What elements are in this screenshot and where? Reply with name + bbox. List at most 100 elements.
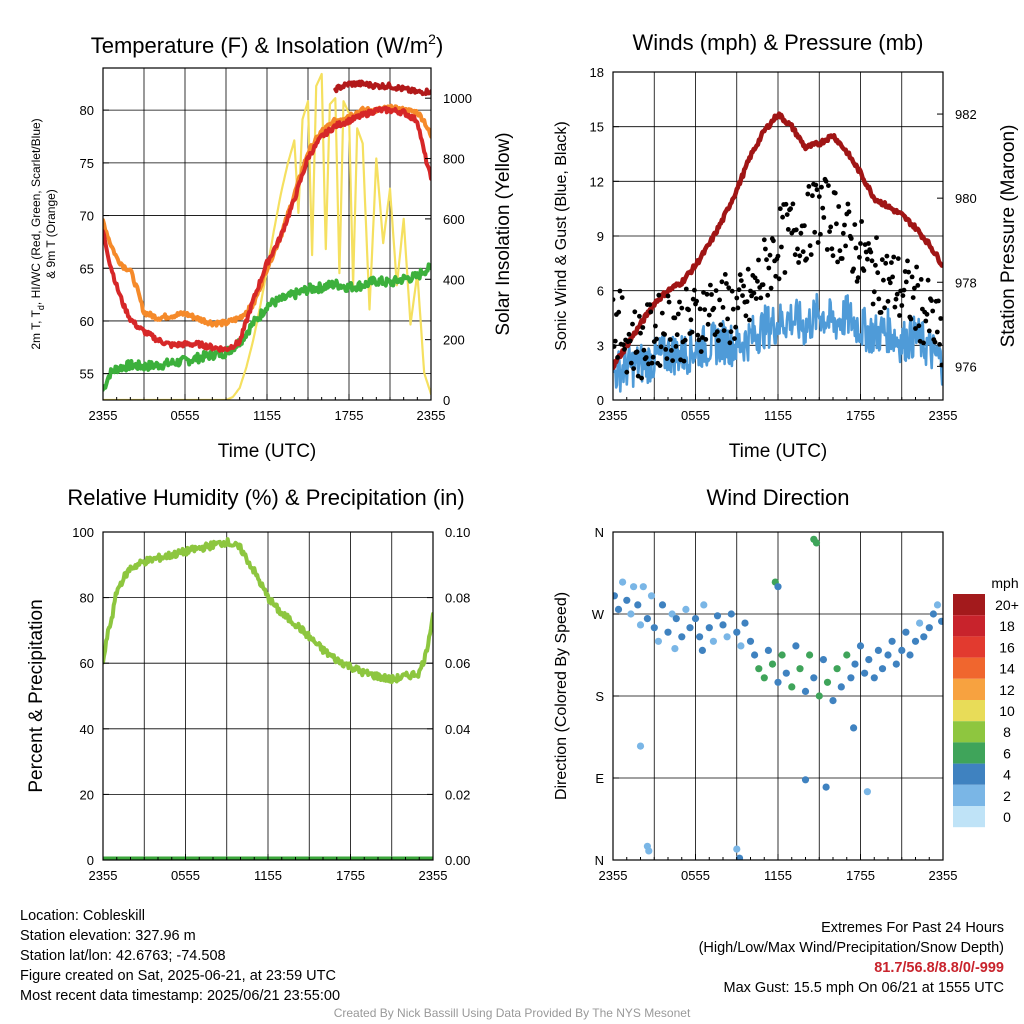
gust-point: [729, 288, 735, 294]
gust-point: [622, 346, 627, 352]
gust-point: [708, 282, 713, 288]
x-tick-label: 2355: [417, 408, 446, 423]
direction-point: [892, 660, 900, 668]
gust-point: [846, 209, 852, 215]
gust-point: [738, 278, 744, 283]
gust-point: [745, 266, 751, 272]
gust-point: [698, 349, 704, 354]
gust-point: [914, 264, 919, 270]
gust-point: [853, 245, 859, 251]
y-tick-label: 3: [597, 338, 604, 353]
gust-point: [776, 276, 782, 282]
gust-point: [675, 311, 681, 317]
gust-point: [832, 190, 838, 196]
direction-point: [933, 601, 942, 609]
direction-point: [658, 601, 667, 609]
gust-point: [824, 247, 830, 252]
direction-point: [768, 660, 777, 668]
gust-point: [760, 282, 766, 288]
y-tick-label: 75: [80, 156, 94, 171]
direction-point: [792, 642, 800, 650]
gust-point: [737, 272, 743, 278]
gust-point: [679, 305, 685, 311]
direction-point: [627, 610, 635, 618]
gust-point: [796, 260, 801, 265]
gust-point: [819, 184, 824, 190]
gust-point: [798, 230, 804, 236]
gust-point: [921, 340, 926, 346]
gust-point: [859, 219, 864, 224]
gust-point: [692, 287, 697, 293]
gust-point: [733, 324, 738, 330]
winds-series: [613, 111, 943, 393]
gust-point: [785, 227, 791, 232]
colorbar-label: 4: [1003, 767, 1011, 783]
gust-point: [751, 290, 757, 296]
y-tick-label: 60: [80, 314, 94, 329]
y2-tick-label: 0.08: [445, 591, 470, 606]
gust-point: [874, 235, 879, 241]
direction-point: [865, 656, 873, 664]
gust-point: [617, 288, 623, 294]
gust-point: [663, 347, 669, 352]
series-line-dew-point: [103, 262, 431, 392]
colorbar-swatch: [953, 657, 985, 679]
y2-tick-label: 800: [443, 152, 465, 167]
direction-ylabel-left: Direction (Colored By Speed): [553, 592, 570, 800]
gust-point: [694, 298, 699, 304]
gust-point: [899, 303, 905, 308]
gust-point: [626, 331, 632, 337]
x-tick-label: 2355: [599, 408, 628, 423]
gust-point: [667, 337, 673, 342]
direction-point: [782, 669, 790, 677]
direction-point: [733, 628, 741, 636]
gust-point: [837, 248, 843, 254]
x-tick-label: 2355: [419, 868, 448, 883]
direction-point: [870, 674, 878, 682]
y-tick-label: 12: [590, 174, 604, 189]
direction-point: [829, 697, 837, 705]
gust-point: [741, 283, 746, 289]
gust-point: [696, 337, 702, 343]
colorbar-label: 2: [1003, 788, 1011, 804]
direction-point: [719, 621, 727, 629]
x-tick-label: 1155: [764, 408, 792, 423]
direction-point: [911, 637, 920, 645]
gust-point: [711, 305, 717, 311]
series-line-relative-humidity: [103, 537, 433, 685]
gust-point: [756, 257, 761, 263]
direction-panel: Wind Direction 2355 0555 1155 1755 2355NESWN…: [553, 485, 1019, 883]
gust-point: [821, 215, 827, 220]
extremes-title: Extremes For Past 24 Hours: [821, 920, 1004, 936]
gust-point: [852, 222, 858, 228]
gust-point: [866, 241, 871, 246]
gust-point: [861, 268, 867, 273]
y2-tick-label: 980: [955, 191, 977, 206]
gust-point: [650, 354, 656, 360]
gust-point: [630, 321, 635, 327]
direction-point: [735, 854, 744, 860]
direction-point: [613, 592, 618, 600]
gust-point: [634, 349, 640, 355]
direction-point: [760, 674, 768, 682]
y2-tick-label: 0.02: [445, 787, 470, 802]
series-line-temperature: [103, 105, 431, 353]
gust-point: [619, 295, 625, 300]
temperature-series: [103, 72, 431, 400]
y-tick-label: N: [595, 525, 604, 540]
winds-ylabel-left: Sonic Wind & Gust (Blue, Black): [553, 121, 570, 350]
temperature-ylabel-left: 2m T, Td, HI/WC (Red, Green, Scarlet/Blu…: [29, 118, 46, 349]
gust-point: [670, 358, 675, 363]
gust-point: [695, 332, 701, 338]
gust-point: [889, 260, 894, 265]
x-tick-label: 2355: [599, 868, 628, 883]
gust-point: [903, 279, 909, 285]
gust-point: [892, 304, 898, 310]
colorbar-label: 20+: [995, 597, 1019, 613]
gust-point: [752, 275, 758, 281]
direction-point: [614, 605, 623, 614]
direction-point: [664, 628, 672, 636]
gust-point: [686, 307, 691, 313]
direction-point: [788, 683, 796, 691]
direction-point: [698, 646, 707, 655]
